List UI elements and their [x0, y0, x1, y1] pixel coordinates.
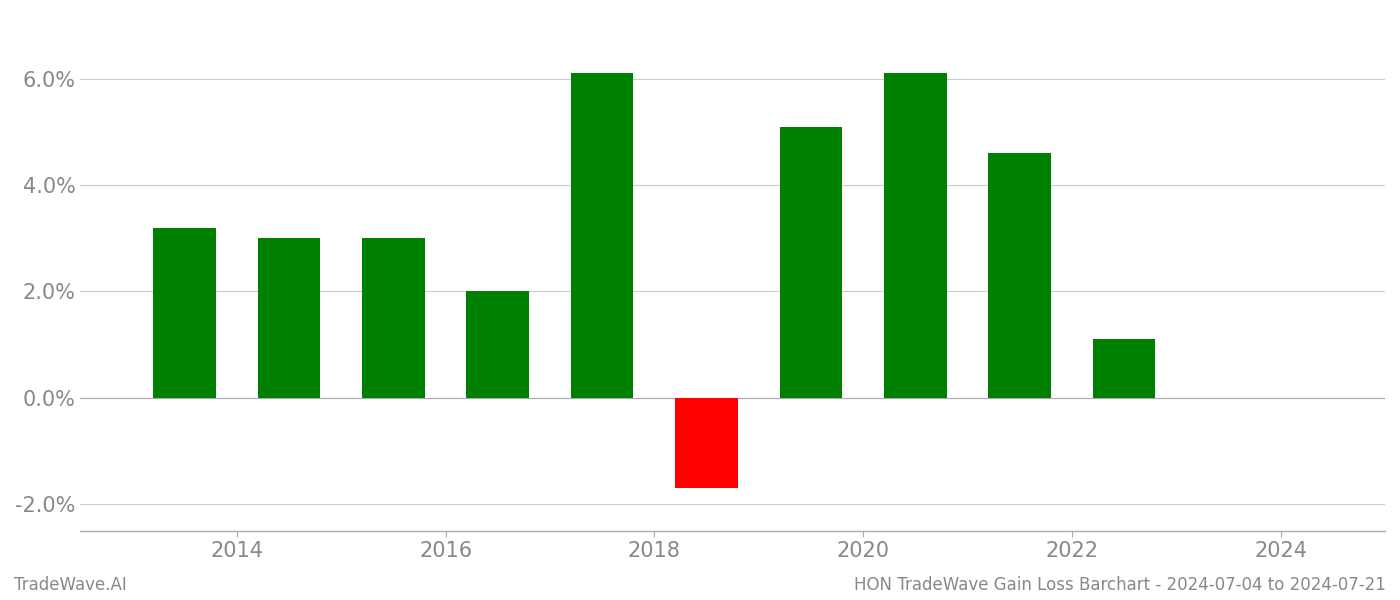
Bar	[675, 398, 738, 488]
Bar	[1093, 339, 1155, 398]
Bar	[258, 238, 321, 398]
Bar	[883, 73, 946, 398]
Text: TradeWave.AI: TradeWave.AI	[14, 576, 127, 594]
Bar	[988, 153, 1051, 398]
Bar	[571, 73, 633, 398]
Text: HON TradeWave Gain Loss Barchart - 2024-07-04 to 2024-07-21: HON TradeWave Gain Loss Barchart - 2024-…	[854, 576, 1386, 594]
Bar	[466, 292, 529, 398]
Bar	[154, 227, 216, 398]
Bar	[363, 238, 424, 398]
Bar	[780, 127, 843, 398]
